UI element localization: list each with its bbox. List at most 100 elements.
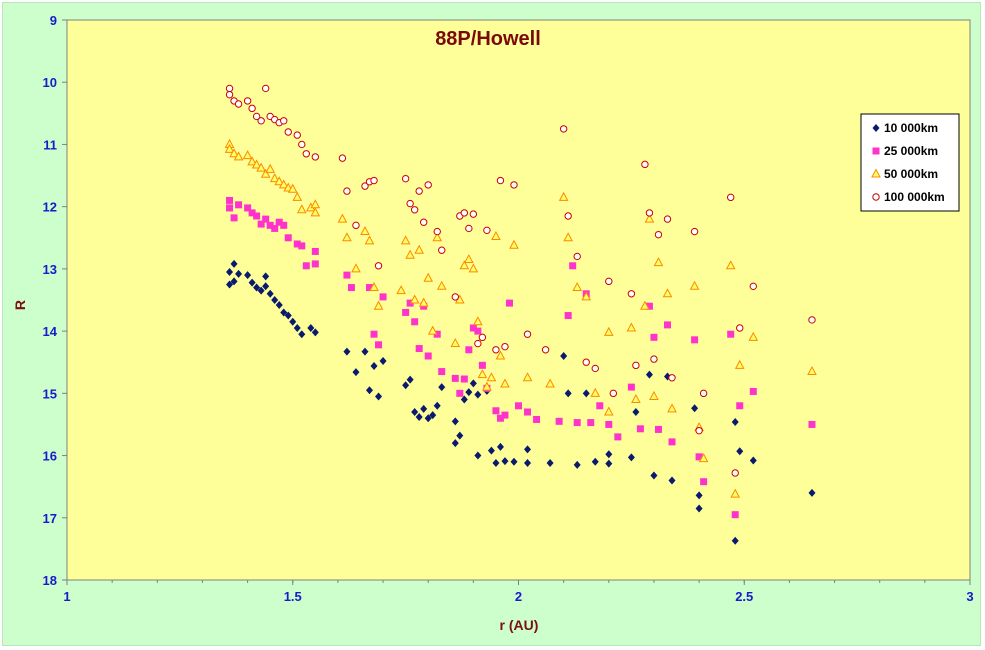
data-point	[265, 163, 276, 173]
data-point	[351, 263, 361, 273]
data-point	[352, 368, 360, 377]
data-point	[256, 162, 266, 172]
data-point	[415, 345, 423, 353]
data-point	[695, 504, 703, 513]
data-point	[247, 156, 257, 166]
data-point	[361, 182, 369, 190]
data-point	[523, 330, 532, 338]
data-point	[632, 361, 640, 370]
data-point	[410, 206, 419, 214]
data-point	[361, 347, 369, 356]
data-point	[460, 395, 468, 404]
legend-label: 10 000km	[884, 121, 938, 135]
data-point	[360, 225, 370, 236]
data-point	[311, 260, 319, 268]
data-point	[482, 381, 492, 391]
series-10-000km	[226, 259, 816, 545]
data-point	[727, 193, 735, 202]
data-point	[432, 232, 443, 242]
y-tick-label: 18	[43, 573, 57, 588]
data-point	[464, 253, 474, 264]
data-point	[401, 174, 410, 183]
data-point	[400, 235, 411, 245]
data-point	[573, 460, 581, 469]
data-point	[278, 179, 289, 189]
data-point	[569, 262, 577, 270]
data-point	[626, 322, 637, 332]
data-point	[233, 151, 244, 161]
data-point	[465, 224, 473, 233]
data-points	[224, 84, 817, 545]
y-tick-label: 14	[43, 324, 58, 339]
data-point	[438, 246, 446, 254]
data-point	[533, 415, 541, 423]
data-point	[644, 213, 655, 223]
x-axis-title: r (AU)	[500, 617, 539, 633]
y-tick-label: 13	[43, 262, 57, 277]
data-point	[370, 176, 378, 185]
data-point	[271, 224, 279, 232]
data-point	[605, 420, 613, 428]
data-point	[224, 143, 235, 153]
data-point	[366, 284, 374, 292]
data-point	[352, 221, 360, 230]
data-point	[298, 242, 306, 250]
data-point	[654, 425, 662, 433]
data-point	[695, 491, 703, 500]
data-point	[293, 240, 301, 248]
data-point	[411, 408, 419, 416]
data-point	[524, 445, 532, 454]
data-point	[465, 388, 473, 397]
data-point	[491, 230, 501, 241]
data-point	[731, 469, 739, 477]
data-point	[260, 168, 271, 178]
data-point	[749, 387, 757, 395]
data-point	[698, 453, 709, 463]
data-point	[287, 183, 298, 193]
data-point	[808, 488, 816, 497]
data-point	[364, 235, 375, 245]
data-point	[424, 414, 432, 423]
data-point	[226, 268, 234, 276]
data-point	[460, 209, 469, 217]
data-point	[478, 333, 487, 342]
data-point	[605, 459, 613, 468]
data-point	[653, 257, 664, 267]
data-point	[563, 232, 573, 242]
data-point	[302, 150, 310, 158]
data-point	[541, 346, 550, 354]
data-point	[596, 402, 604, 410]
data-point	[474, 390, 482, 399]
legend-marker	[871, 168, 881, 178]
data-point	[496, 176, 505, 185]
data-point	[226, 204, 234, 212]
data-point	[590, 387, 601, 397]
data-point	[662, 288, 673, 298]
data-point	[603, 326, 614, 336]
data-point	[748, 331, 759, 341]
data-point	[587, 419, 595, 427]
data-point	[418, 297, 429, 307]
data-point	[402, 308, 410, 316]
data-point	[734, 359, 745, 369]
data-point	[451, 417, 459, 426]
data-point	[253, 212, 261, 220]
x-tick-label: 3	[966, 589, 973, 604]
data-point	[627, 290, 636, 298]
data-point	[243, 97, 252, 105]
data-point	[451, 439, 459, 448]
y-axis-title: R	[12, 300, 28, 310]
data-point	[609, 389, 618, 398]
data-point	[415, 187, 423, 195]
data-point	[257, 117, 265, 125]
data-point	[808, 316, 816, 324]
data-point	[253, 283, 261, 292]
data-point	[564, 312, 572, 320]
data-point	[668, 476, 676, 485]
data-point	[343, 271, 351, 279]
y-tick-label: 17	[43, 511, 57, 526]
data-point	[736, 447, 744, 456]
data-point	[274, 176, 285, 186]
data-point	[275, 300, 283, 309]
data-point	[409, 294, 420, 304]
